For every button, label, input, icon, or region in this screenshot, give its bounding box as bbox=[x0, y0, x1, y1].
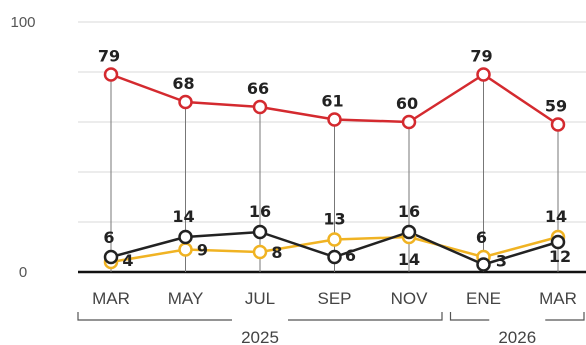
data-point bbox=[550, 117, 566, 132]
data-point bbox=[252, 244, 268, 260]
data-label: 16 bbox=[398, 202, 420, 221]
y-axis: 0 100 bbox=[10, 14, 35, 281]
data-point bbox=[401, 114, 417, 130]
data-label: 9 bbox=[197, 241, 208, 260]
x-tick-label: NOV bbox=[391, 289, 429, 308]
data-label: 79 bbox=[470, 47, 492, 66]
year-label: 2025 bbox=[241, 328, 279, 345]
year-label-bg bbox=[489, 316, 546, 324]
data-label: 59 bbox=[545, 97, 567, 116]
year-label: 2026 bbox=[498, 328, 536, 345]
x-axis: MAR MAY JUL SEP NOV ENE MAR 2025 2026 bbox=[77, 289, 585, 345]
x-tick-label: MAR bbox=[539, 289, 577, 308]
data-label: 66 bbox=[247, 79, 269, 98]
data-label: 8 bbox=[271, 243, 282, 262]
x-tick-label: MAY bbox=[168, 289, 204, 308]
data-label: 14 bbox=[398, 250, 420, 269]
data-label: 13 bbox=[323, 210, 345, 229]
x-tick-label: JUL bbox=[245, 289, 275, 308]
data-point bbox=[252, 99, 268, 115]
data-label: 68 bbox=[172, 74, 194, 93]
data-label: 14 bbox=[545, 207, 567, 226]
y-tick-label: 100 bbox=[10, 14, 35, 31]
data-point bbox=[476, 257, 491, 272]
data-point bbox=[178, 94, 193, 110]
data-point bbox=[327, 249, 342, 265]
y-tick-label: 0 bbox=[19, 264, 27, 281]
data-point bbox=[103, 67, 119, 82]
data-label: 79 bbox=[98, 47, 120, 66]
data-point bbox=[178, 229, 193, 245]
data-point bbox=[178, 242, 193, 257]
data-point bbox=[327, 232, 342, 247]
data-point bbox=[103, 249, 119, 265]
data-point bbox=[401, 224, 417, 240]
data-label: 6 bbox=[103, 228, 114, 247]
year-label-bg bbox=[232, 316, 288, 324]
x-tick-label: SEP bbox=[317, 289, 351, 308]
data-label: 14 bbox=[172, 207, 194, 226]
data-label: 6 bbox=[476, 228, 487, 247]
data-label: 12 bbox=[549, 247, 571, 266]
data-labels: 79 68 66 61 60 79 59 6 14 16 6 16 3 12 4 9 8 13 14 6 14 bbox=[98, 47, 571, 271]
x-tick-label: MAR bbox=[92, 289, 130, 308]
data-point bbox=[476, 67, 491, 82]
x-tick-label: ENE bbox=[466, 289, 501, 308]
data-point bbox=[252, 224, 268, 240]
data-label: 60 bbox=[396, 94, 418, 113]
data-label: 16 bbox=[249, 202, 271, 221]
data-point bbox=[550, 234, 566, 250]
series-points bbox=[103, 67, 566, 272]
data-label: 3 bbox=[496, 252, 507, 271]
data-label: 61 bbox=[321, 92, 343, 111]
data-label: 4 bbox=[122, 251, 133, 270]
data-point bbox=[327, 112, 342, 127]
data-label: 6 bbox=[345, 246, 356, 265]
